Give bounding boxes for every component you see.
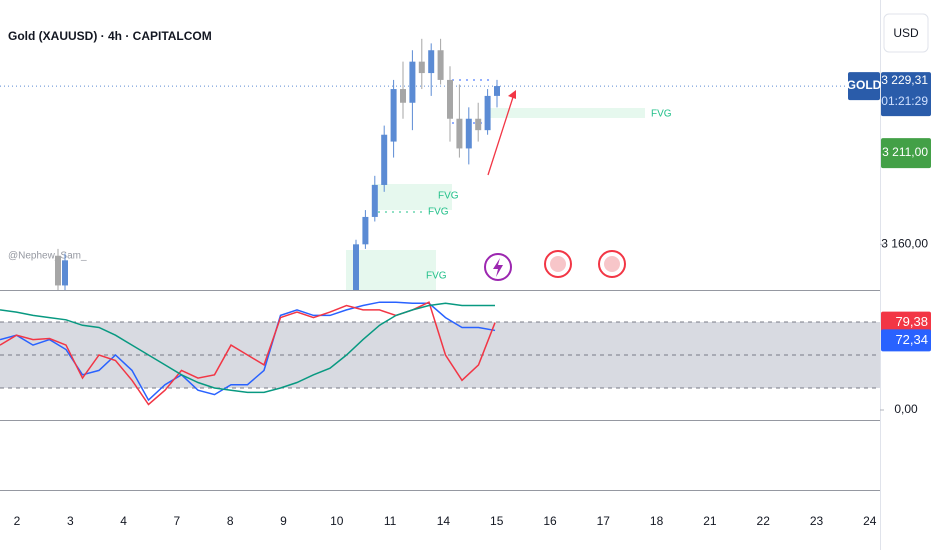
symbol-badge (848, 72, 880, 101)
event-icon-glyph (493, 258, 503, 277)
arrow (487, 93, 515, 176)
candle-body (465, 118, 472, 149)
candle-body (475, 118, 482, 131)
time-label: 18 (650, 514, 664, 528)
candle-body (390, 89, 397, 142)
candle-body (362, 216, 369, 245)
candle-body (428, 50, 435, 74)
time-label: 14 (437, 514, 451, 528)
candle-body (494, 86, 500, 96)
last-value-badge (881, 311, 931, 334)
candle-body (381, 134, 388, 185)
candle-body (456, 118, 463, 149)
time-label: 3 (67, 514, 74, 528)
candle-body (447, 79, 453, 119)
current-price-label: 3 229,31 (881, 73, 928, 87)
arrow-head (508, 90, 516, 99)
candle-body (371, 184, 378, 217)
candles (55, 38, 500, 290)
indicator-tick-label: 0,00 (894, 402, 918, 416)
last-value-label: 72,34 (895, 332, 928, 347)
time-label: 2 (14, 514, 21, 528)
countdown: 01:21:29 (881, 94, 928, 108)
fvg-zone (372, 184, 452, 210)
last-value-label: 79,38 (895, 314, 928, 329)
currency[interactable]: USD (893, 26, 919, 40)
time-label: 16 (543, 514, 557, 528)
flag-icon (604, 256, 620, 272)
candle-body (409, 61, 416, 103)
title: Gold (XAUUSD) · 4h · CAPITALCOM (8, 29, 212, 43)
candle-body (353, 244, 359, 290)
indicator-line (0, 301, 496, 402)
watermark: @Nephew_Sam_ (8, 251, 87, 262)
target-price-badge (881, 138, 931, 169)
time-label: 15 (490, 514, 504, 528)
fvg-zone (346, 250, 436, 290)
candle-body (55, 255, 61, 286)
symbol-label: GOLD (847, 78, 882, 92)
time-label: 10 (330, 514, 344, 528)
indicator (0, 301, 496, 406)
fvg-label: FVG (428, 207, 449, 218)
candle-body (400, 89, 406, 103)
current-price-badge (881, 72, 931, 117)
candle-body (418, 61, 425, 74)
target-price-label: 3 211,00 (882, 145, 928, 159)
time-label: 7 (174, 514, 181, 528)
time-label: 24 (863, 514, 877, 528)
candle-body (484, 95, 491, 131)
fvg-label: FVG (438, 191, 459, 202)
time-label: 8 (227, 514, 234, 528)
last-value-badge (881, 329, 931, 352)
fvg-zone (488, 108, 645, 118)
time-label: 22 (757, 514, 771, 528)
fvg-label: FVG (426, 271, 447, 282)
candle-body (437, 50, 444, 80)
candle-body (62, 260, 68, 286)
time-label: 21 (703, 514, 717, 528)
time-label: 11 (384, 514, 397, 528)
flag-icon (550, 256, 566, 272)
price-tick-label: 3 160,00 (881, 237, 928, 251)
time-label: 23 (810, 514, 824, 528)
time-label: 4 (120, 514, 127, 528)
fvg-label: FVG (651, 109, 672, 120)
time-label: 9 (280, 514, 287, 528)
time-label: 17 (597, 514, 611, 528)
currency-button[interactable] (883, 13, 929, 53)
indicator-line (0, 302, 495, 394)
